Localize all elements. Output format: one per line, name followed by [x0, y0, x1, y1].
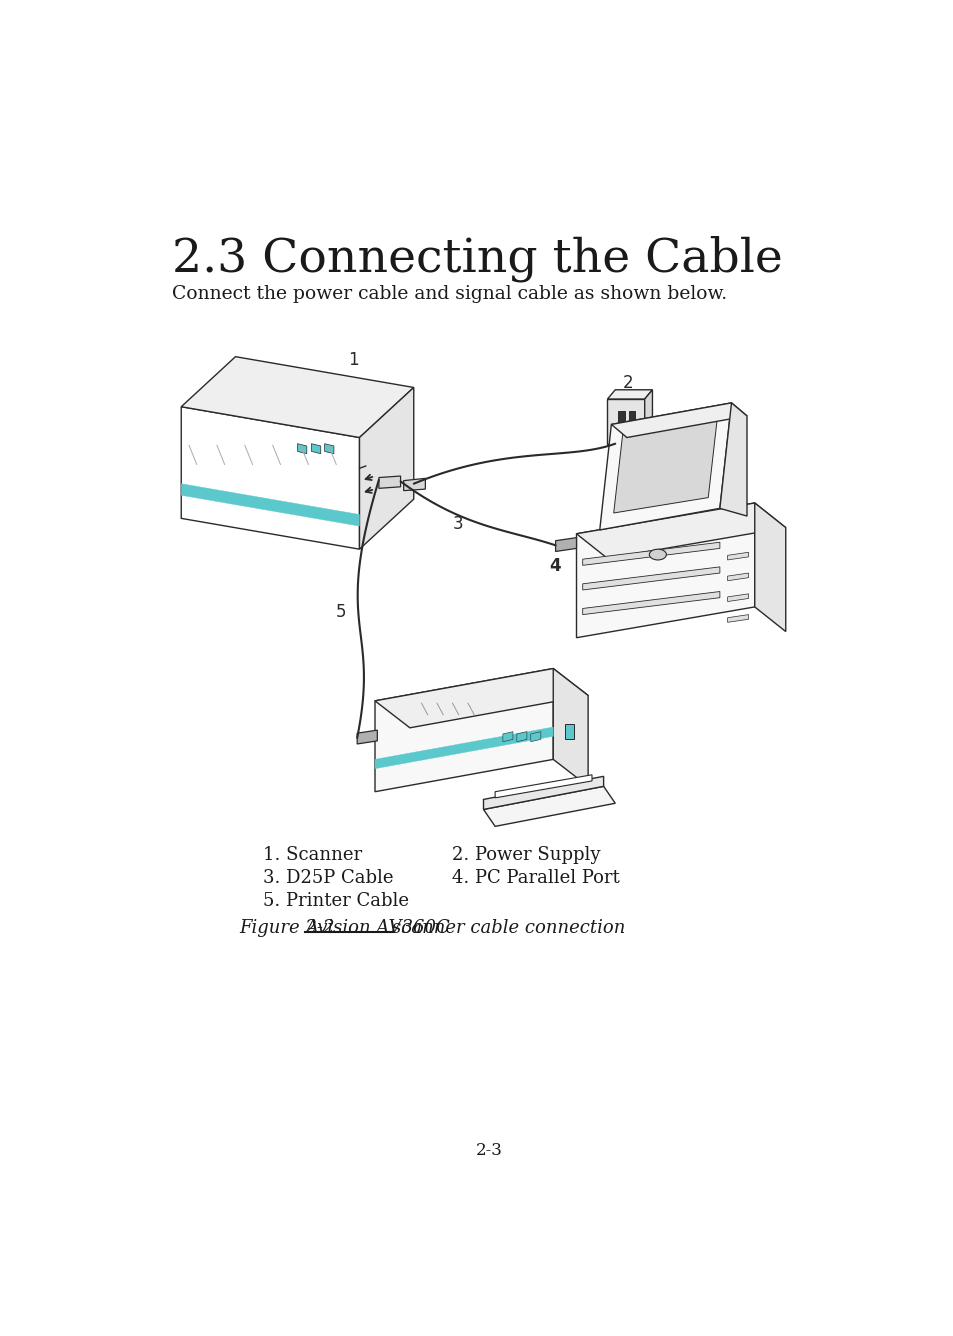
Polygon shape: [607, 390, 652, 399]
Polygon shape: [611, 403, 746, 437]
Polygon shape: [754, 502, 785, 632]
Polygon shape: [324, 444, 334, 454]
Bar: [564, 724, 574, 739]
Text: 1. Scanner: 1. Scanner: [262, 846, 361, 863]
Polygon shape: [576, 502, 754, 637]
Text: 5. Printer Cable: 5. Printer Cable: [262, 892, 408, 910]
Polygon shape: [613, 415, 717, 513]
Polygon shape: [576, 502, 785, 558]
Polygon shape: [181, 484, 359, 526]
Polygon shape: [297, 444, 307, 454]
Text: 2. Power Supply: 2. Power Supply: [452, 846, 600, 863]
Polygon shape: [375, 668, 553, 792]
Polygon shape: [727, 615, 748, 623]
Polygon shape: [582, 566, 720, 591]
Polygon shape: [483, 787, 615, 827]
Polygon shape: [582, 592, 720, 615]
Polygon shape: [553, 668, 587, 787]
Text: Connect the power cable and signal cable as shown below.: Connect the power cable and signal cable…: [172, 285, 726, 303]
Text: 4. PC Parallel Port: 4. PC Parallel Port: [452, 868, 619, 887]
Polygon shape: [720, 403, 746, 516]
Polygon shape: [555, 537, 576, 552]
Polygon shape: [378, 476, 400, 489]
Ellipse shape: [649, 549, 666, 560]
Polygon shape: [495, 775, 592, 798]
Text: 3: 3: [452, 514, 462, 533]
Polygon shape: [644, 390, 652, 444]
Polygon shape: [311, 444, 320, 454]
Polygon shape: [502, 732, 513, 741]
Text: 2-3: 2-3: [475, 1142, 502, 1160]
Text: 2: 2: [622, 374, 633, 393]
Polygon shape: [375, 668, 587, 728]
Polygon shape: [599, 403, 731, 530]
Polygon shape: [403, 478, 425, 490]
Bar: [629, 411, 635, 422]
Text: 2.3 Connecting the Cable: 2.3 Connecting the Cable: [172, 235, 781, 282]
Text: 4: 4: [549, 557, 560, 574]
Polygon shape: [181, 357, 414, 437]
Polygon shape: [582, 542, 720, 565]
Polygon shape: [181, 406, 359, 549]
Text: 1: 1: [348, 350, 358, 369]
Polygon shape: [356, 729, 377, 744]
Polygon shape: [607, 399, 644, 444]
Text: Avision AV360C: Avision AV360C: [305, 919, 450, 937]
Bar: [618, 411, 624, 422]
Polygon shape: [727, 573, 748, 581]
Text: scanner cable connection: scanner cable connection: [392, 919, 625, 937]
Polygon shape: [727, 552, 748, 560]
Polygon shape: [727, 593, 748, 601]
Polygon shape: [483, 776, 603, 810]
Polygon shape: [517, 732, 526, 741]
Text: 3. D25P Cable: 3. D25P Cable: [262, 868, 393, 887]
Text: 5: 5: [335, 603, 346, 621]
Polygon shape: [359, 387, 414, 549]
Polygon shape: [530, 732, 540, 741]
Text: Figure 2-2: Figure 2-2: [239, 919, 346, 937]
Polygon shape: [375, 727, 553, 768]
